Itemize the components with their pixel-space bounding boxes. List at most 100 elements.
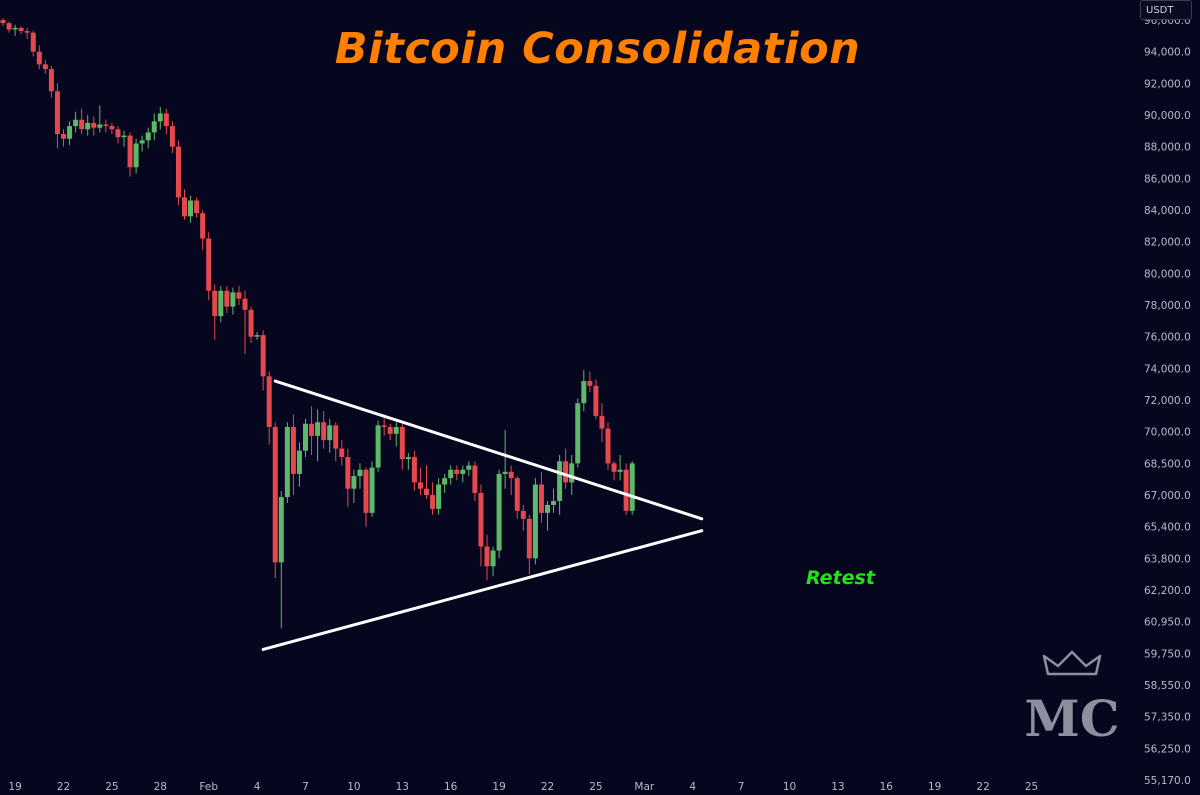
candle bbox=[121, 130, 127, 147]
candle bbox=[272, 422, 278, 579]
y-tick-label: 58,550.0 bbox=[1144, 680, 1191, 692]
candles-layer bbox=[0, 18, 635, 629]
candle bbox=[182, 189, 187, 220]
candle bbox=[593, 379, 599, 420]
candle-body bbox=[175, 146, 181, 198]
candle-body bbox=[236, 292, 242, 299]
candle-body bbox=[242, 298, 248, 310]
candle bbox=[212, 284, 218, 340]
candle-body bbox=[339, 448, 345, 458]
candle-body bbox=[599, 415, 605, 429]
candle bbox=[315, 409, 321, 462]
currency-label[interactable]: USDT bbox=[1140, 0, 1192, 20]
y-tick-label: 74,000.0 bbox=[1144, 363, 1191, 375]
candle-body bbox=[333, 425, 339, 449]
candle-body bbox=[611, 463, 617, 472]
candle bbox=[48, 65, 54, 98]
candle bbox=[369, 461, 375, 517]
candle bbox=[333, 422, 339, 462]
candle-body bbox=[12, 27, 18, 30]
candle-body bbox=[266, 376, 272, 427]
y-tick-label: 90,000.0 bbox=[1144, 110, 1191, 122]
candle bbox=[599, 403, 605, 443]
candle bbox=[417, 467, 423, 496]
candle bbox=[18, 26, 24, 35]
candle bbox=[375, 420, 381, 472]
y-tick-label: 57,350.0 bbox=[1144, 712, 1191, 724]
candle bbox=[6, 21, 12, 33]
candle-body bbox=[230, 292, 236, 307]
candle-body bbox=[30, 32, 36, 52]
candle-body bbox=[85, 122, 91, 130]
candle bbox=[478, 484, 484, 567]
candle bbox=[442, 473, 448, 493]
watermark-logo-text: MC bbox=[1024, 689, 1119, 748]
candle-body bbox=[545, 504, 550, 513]
candle-body bbox=[315, 422, 321, 436]
descending-resistance-line bbox=[273, 379, 704, 521]
candle bbox=[91, 116, 97, 136]
candle-body bbox=[157, 113, 163, 122]
x-tick-label: 13 bbox=[831, 781, 844, 793]
candle bbox=[139, 135, 145, 152]
candle-body bbox=[502, 471, 508, 474]
candle-body bbox=[436, 484, 442, 509]
candle-body bbox=[381, 425, 387, 427]
x-tick-label: 25 bbox=[1025, 781, 1038, 793]
candle bbox=[266, 371, 272, 445]
candle-body bbox=[18, 27, 24, 32]
candle bbox=[460, 465, 466, 483]
candle bbox=[175, 140, 181, 206]
candle-body bbox=[405, 457, 411, 460]
candle-body bbox=[224, 290, 230, 307]
candle bbox=[230, 287, 236, 315]
candle-body bbox=[557, 461, 563, 501]
x-tick-label: 25 bbox=[589, 781, 602, 793]
candle-body bbox=[127, 135, 133, 168]
candle-body bbox=[424, 488, 429, 496]
candle-body bbox=[309, 423, 315, 436]
candle-body bbox=[520, 510, 526, 519]
candle bbox=[569, 454, 575, 496]
y-tick-label: 63,800.0 bbox=[1144, 553, 1191, 565]
candle bbox=[393, 422, 399, 447]
candle-body bbox=[194, 200, 200, 214]
x-tick-label: 28 bbox=[154, 781, 167, 793]
candle bbox=[399, 423, 405, 470]
candle-body bbox=[587, 381, 593, 386]
x-tick-label: 4 bbox=[254, 781, 261, 793]
candle bbox=[381, 414, 387, 436]
y-tick-label: 55,170.0 bbox=[1144, 775, 1191, 787]
x-tick-label: 19 bbox=[928, 781, 941, 793]
y-tick-label: 84,000.0 bbox=[1144, 205, 1191, 217]
candle bbox=[303, 419, 308, 458]
candle bbox=[290, 414, 296, 496]
x-tick-label: 16 bbox=[444, 781, 458, 793]
candle bbox=[224, 286, 230, 313]
candle-body bbox=[169, 126, 175, 147]
candle-body bbox=[605, 428, 611, 464]
candle-body bbox=[121, 135, 127, 138]
candle bbox=[605, 422, 611, 470]
candle-body bbox=[478, 492, 484, 547]
candle-body bbox=[290, 426, 296, 474]
candle bbox=[405, 452, 411, 470]
candle bbox=[629, 461, 635, 515]
candle bbox=[623, 463, 629, 515]
candle bbox=[296, 442, 302, 487]
candle bbox=[611, 461, 617, 481]
candle-body bbox=[623, 469, 629, 511]
candle bbox=[36, 45, 42, 70]
candle bbox=[24, 27, 30, 40]
candle bbox=[436, 478, 442, 515]
candle bbox=[218, 286, 224, 323]
x-tick-label: Feb bbox=[199, 781, 218, 793]
candle-body bbox=[103, 124, 109, 127]
candle-body bbox=[200, 213, 206, 239]
candle-body bbox=[581, 381, 587, 404]
candle bbox=[411, 450, 417, 491]
candle-body bbox=[490, 550, 496, 567]
candle bbox=[575, 398, 581, 468]
candle bbox=[103, 119, 109, 133]
